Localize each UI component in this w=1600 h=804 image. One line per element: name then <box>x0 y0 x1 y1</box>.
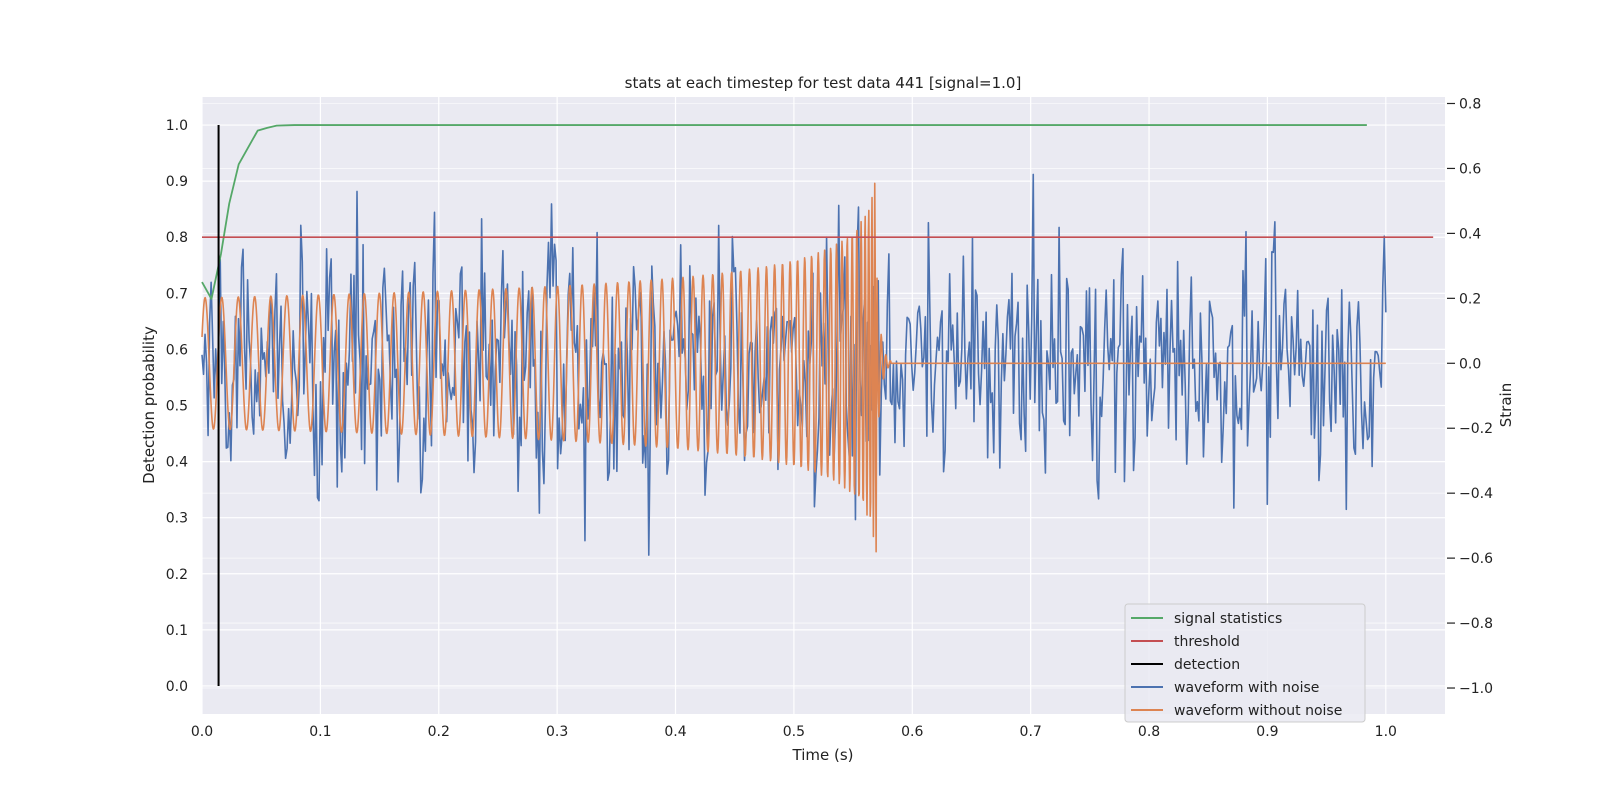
x-tick-label: 0.8 <box>1138 724 1160 740</box>
y-right-ticks: −1.0 −0.8 −0.6 −0.4 −0.2 0.0 0.2 0.4 0.6 0.8 <box>1447 96 1493 697</box>
series-waveform-with-noise <box>201 173 1387 556</box>
y-left-tick-label: 1.0 <box>166 118 188 134</box>
x-tick-label: 0.9 <box>1256 724 1278 740</box>
legend-box <box>1124 603 1366 723</box>
y-right-tick-label: 0.0 <box>1459 356 1481 372</box>
y-left-tick-label: 0.9 <box>166 174 188 190</box>
x-tick-label: 0.5 <box>783 724 805 740</box>
chart-title: stats at each timestep for test data 441… <box>625 74 1022 92</box>
y-left-tick-label: 0.3 <box>166 511 188 527</box>
y-left-tick-label: 0.1 <box>166 623 188 639</box>
y-right-tick-label: 0.2 <box>1459 291 1481 307</box>
x-tick-label: 0.6 <box>901 724 923 740</box>
y-right-tick-label: −0.6 <box>1459 551 1493 567</box>
x-tick-label: 0.2 <box>428 724 450 740</box>
x-axis-label: Time (s) <box>792 746 854 764</box>
series-signal-statistics <box>201 124 1367 300</box>
y-left-tick-label: 0.5 <box>166 399 188 415</box>
legend-label: waveform without noise <box>1174 703 1342 719</box>
legend-label: waveform with noise <box>1174 680 1319 696</box>
y-left-tick-label: 0.8 <box>166 230 188 246</box>
x-tick-label: 1.0 <box>1375 724 1397 740</box>
y-right-tick-label: 0.6 <box>1459 161 1481 177</box>
legend-label: signal statistics <box>1174 611 1282 627</box>
x-tick-label: 0.7 <box>1020 724 1042 740</box>
y-right-tick-label: −0.8 <box>1459 616 1493 632</box>
y-left-tick-label: 0.0 <box>166 679 188 695</box>
x-tick-label: 0.1 <box>309 724 331 740</box>
y-right-tick-label: −0.4 <box>1459 486 1493 502</box>
y-right-tick-label: −0.2 <box>1459 421 1493 437</box>
legend: signal statistics threshold detection wavef… <box>1124 603 1366 723</box>
y-left-tick-label: 0.4 <box>166 455 188 471</box>
x-tick-label: 0.3 <box>546 724 568 740</box>
series-waveform-without-noise <box>201 182 1387 553</box>
y-axis-label-left: Detection probability <box>140 326 158 484</box>
series-layer <box>201 124 1434 686</box>
legend-label: threshold <box>1174 634 1240 650</box>
y-left-tick-label: 0.7 <box>166 286 188 302</box>
y-left-ticks: 0.0 0.1 0.2 0.3 0.4 0.5 0.6 0.7 0.8 0.9 1.0 <box>166 118 188 695</box>
y-left-tick-label: 0.6 <box>166 342 188 358</box>
y-axis-label-right: Strain <box>1497 383 1515 427</box>
x-ticks: 0.0 0.1 0.2 0.3 0.4 0.5 0.6 0.7 0.8 0.9 1.0 <box>191 724 1397 740</box>
x-tick-label: 0.4 <box>664 724 686 740</box>
y-right-tick-label: 0.4 <box>1459 226 1481 242</box>
x-tick-label: 0.0 <box>191 724 213 740</box>
legend-label: detection <box>1174 657 1240 673</box>
y-left-tick-label: 0.2 <box>166 567 188 583</box>
y-right-tick-label: −1.0 <box>1459 681 1493 697</box>
y-right-tick-label: 0.8 <box>1459 96 1481 112</box>
